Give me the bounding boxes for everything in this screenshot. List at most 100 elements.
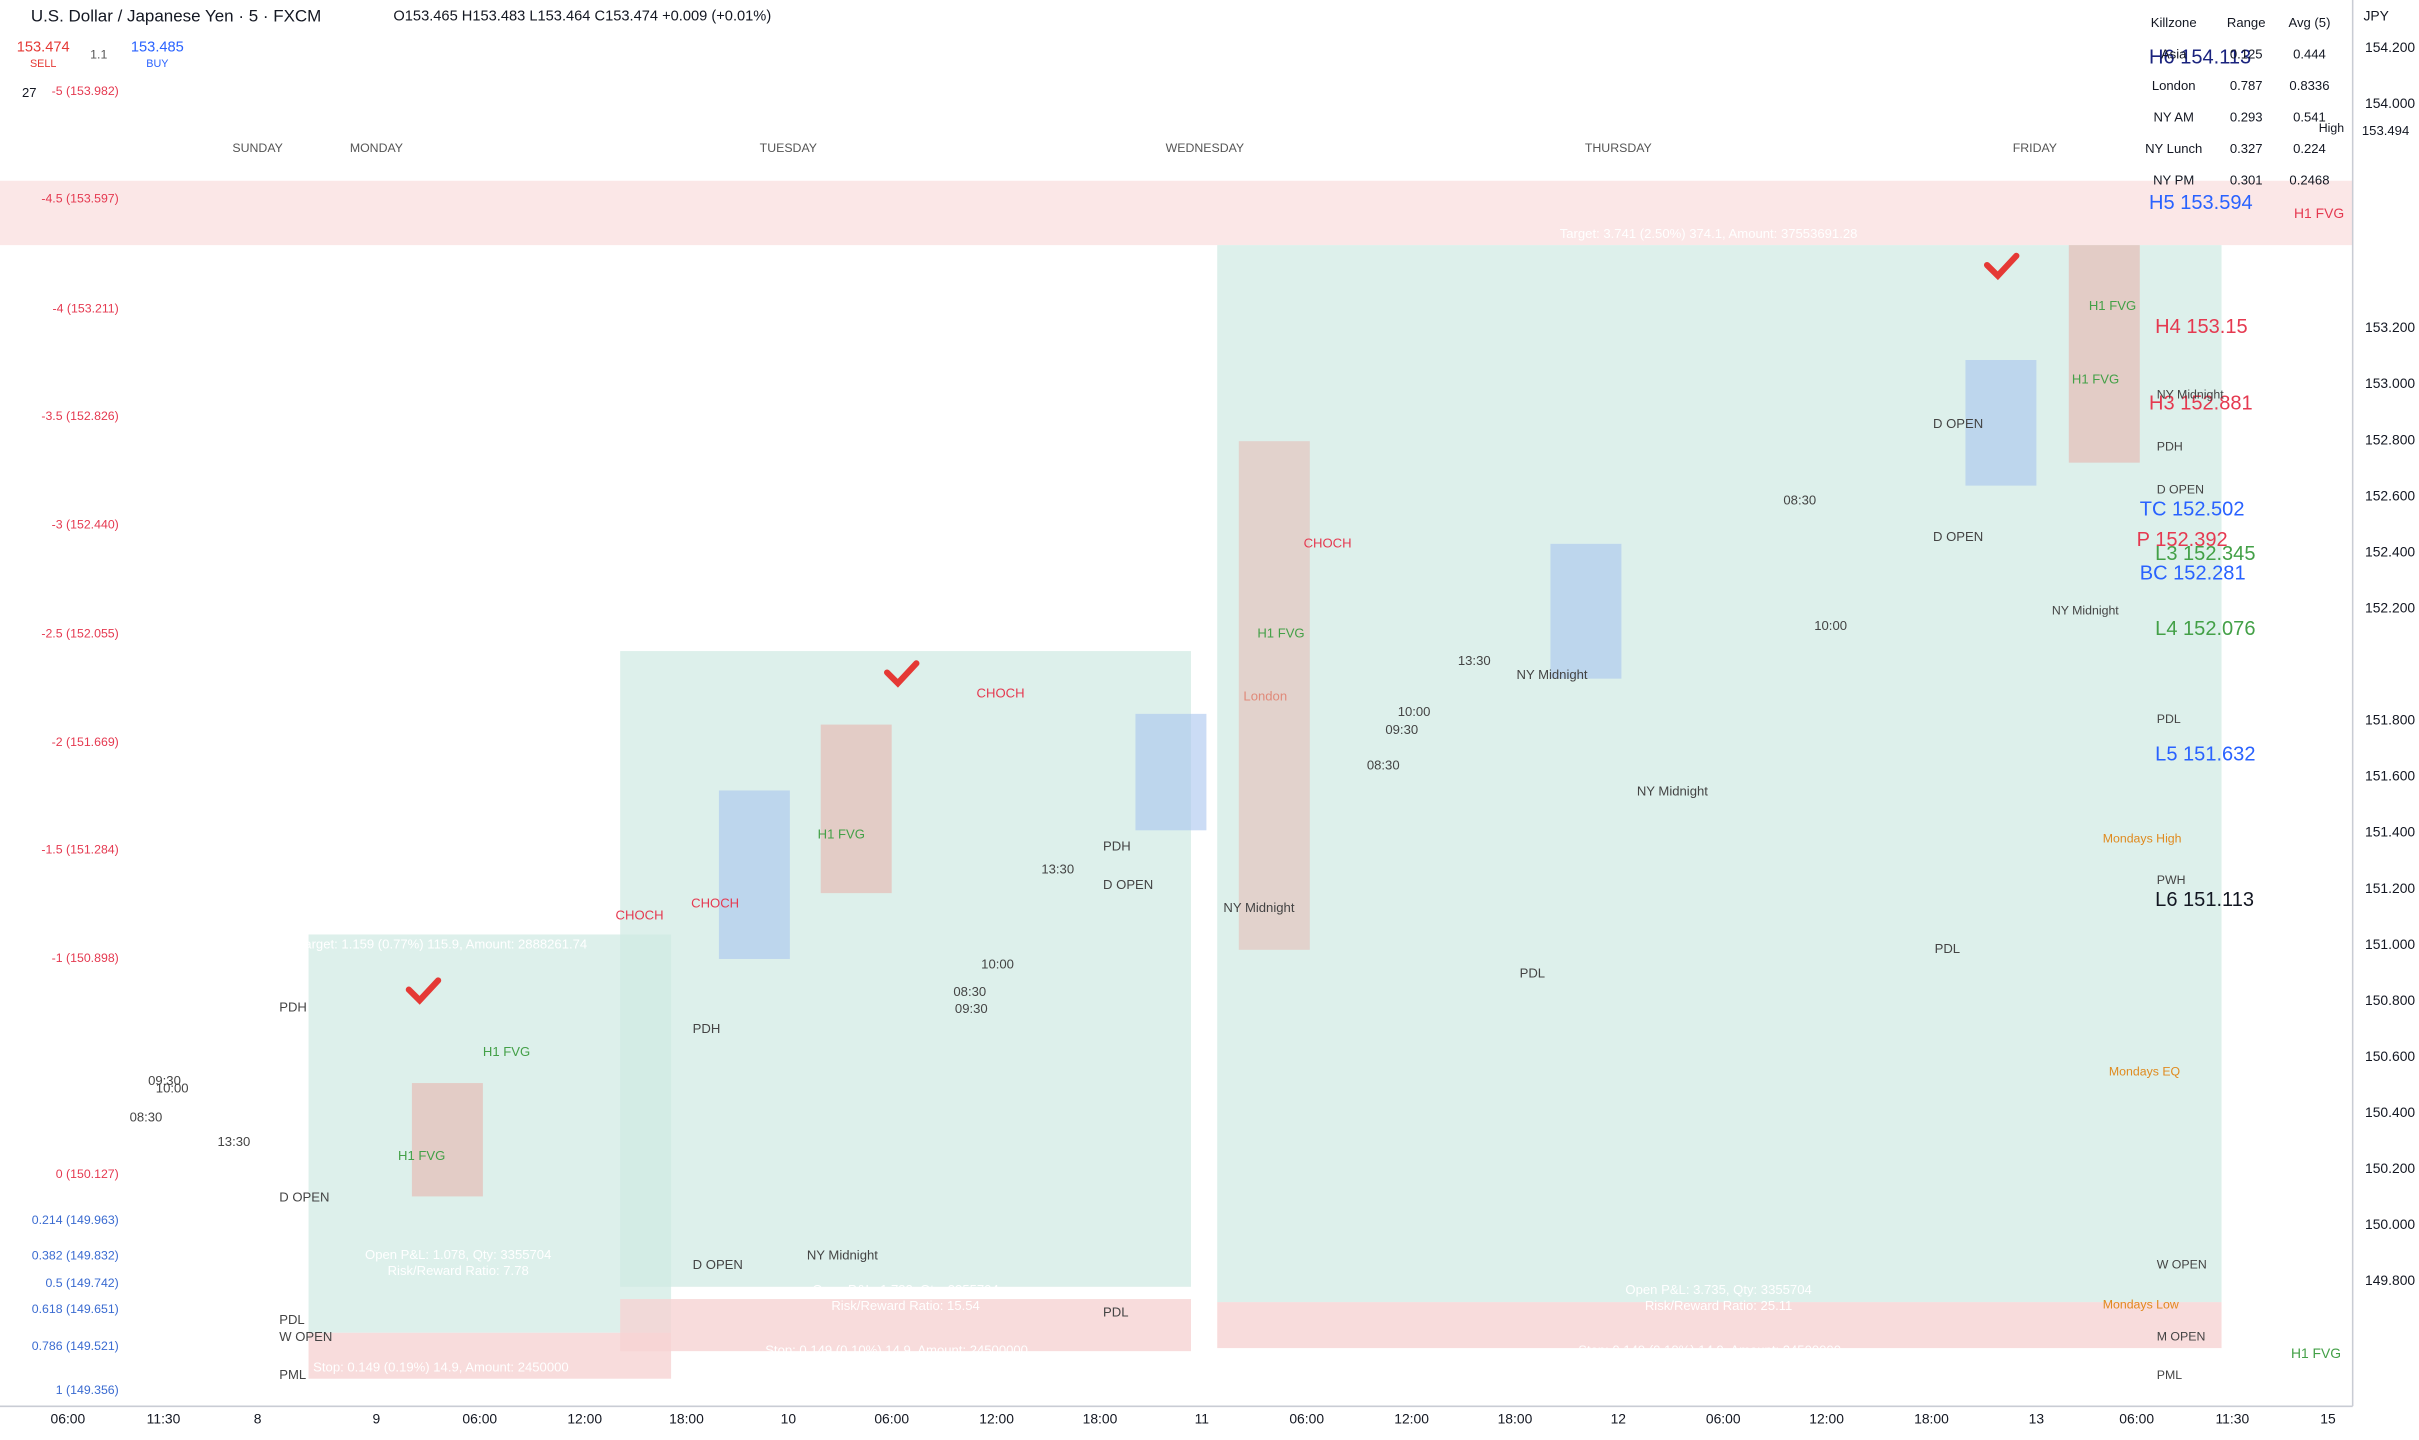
day-label: FRIDAY [2013, 141, 2057, 155]
price-tick-label: 149.800 [2365, 1272, 2415, 1288]
price-tag: 149.590 [2362, 1350, 2409, 1365]
axes: 154.200 154.000 153.200 153.000 152.800 152.6… [51, 39, 2416, 1427]
chart-annotation: NY Midnight [1517, 667, 1588, 682]
check-mark [883, 660, 920, 688]
target-zone [308, 934, 672, 1333]
chart-annotation: PDL [1520, 966, 1545, 981]
time-tick-label: 06:00 [2119, 1411, 2154, 1427]
price-tag: 149.590 [2362, 1370, 2409, 1385]
buy-text: BUY [146, 58, 168, 70]
table-cell: 0.125 [2230, 46, 2263, 61]
fib-label: -2 (151.669) [52, 735, 119, 749]
price-tag: 149.590 [2362, 1389, 2409, 1404]
fib-label: -1 (150.898) [52, 951, 119, 965]
price-tag: 153.482 [2362, 142, 2409, 157]
fib-label: -4 (153.211) [53, 302, 119, 316]
level-label: TC 152.502 [2140, 498, 2245, 520]
chart-annotation: H1 FVG [1257, 626, 1304, 641]
level-label: PDH [2157, 440, 2183, 454]
time-tick-label: 06:00 [874, 1411, 909, 1427]
chart-annotation: 10:00 [156, 1081, 189, 1096]
chart-annotation: PDL [279, 1312, 304, 1327]
asia-box [718, 790, 790, 959]
price-tag: 153.474 [2362, 240, 2409, 255]
asia-box [1965, 360, 2037, 486]
tag-note: High [2319, 121, 2345, 135]
ui-overlay: Target: 1.159 (0.77%) 115.9, Amount: 288… [17, 6, 2389, 1374]
level-label: W OPEN [2157, 1258, 2207, 1272]
chart-annotation: PDH [693, 1021, 721, 1036]
chart-annotation: 10:00 [1398, 704, 1431, 719]
chart-annotation: PDL [1103, 1304, 1128, 1319]
price-tick-label: 150.200 [2365, 1160, 2415, 1176]
table-cell: 0.293 [2230, 110, 2263, 125]
day-label: TUESDAY [760, 141, 817, 155]
fib-label: 0.214 (149.963) [32, 1213, 119, 1227]
london-box [1238, 441, 1310, 950]
price-tag: 149.739 [2362, 1291, 2409, 1306]
asia-box [1550, 543, 1622, 679]
time-tick-label: 12:00 [979, 1411, 1014, 1427]
level-label: NY Midnight [2052, 604, 2119, 618]
price-tick-label: 152.200 [2365, 600, 2415, 616]
level-label: PML [2157, 1368, 2183, 1382]
chart-annotation: London [1243, 689, 1287, 704]
table-cell: 0.541 [2293, 110, 2326, 125]
table-header: Range [2227, 15, 2266, 30]
risk-reward-label: Risk/Reward Ratio: 7.78 [388, 1263, 529, 1278]
price-tick-label: 152.600 [2365, 487, 2415, 503]
table-cell: NY AM [2153, 110, 2194, 125]
level-label: L3 152.345 [2155, 543, 2255, 565]
level-label: H4 153.15 [2155, 316, 2247, 338]
time-tick-label: 18:00 [1083, 1411, 1118, 1427]
stop-zone [1217, 1302, 2222, 1349]
open-pnl-label: Open P&L: 3.735, Qty: 3355704 [1625, 1282, 1811, 1297]
ohlc-values: O153.465 H153.483 L153.464 C153.474 +0.0… [393, 9, 771, 25]
price-tag: 150.898 [2362, 964, 2409, 979]
stop-label: Stop: 0.149 (0.19%) 14.9, Amount: 245000… [313, 1359, 569, 1374]
target-zone [1217, 245, 2222, 1303]
table-cell: 0.8336 [2289, 78, 2329, 93]
price-tag: 149.739 [2362, 1310, 2409, 1325]
level-label: PWH [2157, 873, 2186, 887]
london-box [2068, 245, 2140, 463]
day-label: THURSDAY [1585, 141, 1652, 155]
level-label: Mondays EQ [2109, 1065, 2180, 1079]
chart-annotation: D OPEN [1933, 529, 1983, 544]
level-label: H5 153.594 [2149, 192, 2253, 214]
check-marks [405, 252, 2020, 1005]
time-tick-label: 18:00 [1914, 1411, 1949, 1427]
open-pnl-label: Open P&L: 1.732, Qty: 3355704 [812, 1282, 998, 1297]
time-tick-label: 15 [2320, 1411, 2336, 1427]
risk-reward-label: Risk/Reward Ratio: 25.11 [1645, 1298, 1792, 1313]
chart-annotation: 08:30 [953, 984, 986, 999]
chart-annotation: CHOCH [1304, 535, 1352, 550]
chart-annotation: W OPEN [279, 1329, 332, 1344]
price-tick-label: 152.400 [2365, 543, 2415, 559]
chart-annotation: 08:30 [130, 1110, 163, 1125]
chart-annotation: 13:30 [1458, 653, 1491, 668]
time-tick-label: 18:00 [669, 1411, 704, 1427]
chart-annotation: PDH [1103, 839, 1131, 854]
time-tick-label: 12:00 [1394, 1411, 1429, 1427]
target-label: Target: 2.316 (1.55%) 231.6, Amount: 277… [745, 627, 1035, 642]
time-tick-label: 06:00 [51, 1411, 86, 1427]
check-mark [1983, 252, 2020, 281]
fib-label: -4.5 (153.597) [41, 191, 118, 205]
chart-annotation: D OPEN [279, 1189, 329, 1204]
chart-annotation: H1 FVG [2072, 371, 2119, 386]
zones [0, 180, 2353, 1379]
fib-label: -1.5 (151.284) [41, 842, 118, 856]
fib-label: -5 (153.982) [52, 84, 119, 98]
table-cell: 0.327 [2230, 141, 2263, 156]
symbol-title: U.S. Dollar / Japanese Yen · 5 · FXCM [31, 6, 321, 25]
price-tick-label: 154.000 [2365, 95, 2415, 111]
level-label: M OPEN [2157, 1330, 2206, 1344]
table-cell: London [2152, 78, 2196, 93]
price-tick-label: 150.800 [2365, 992, 2415, 1008]
price-tick-label: 151.000 [2365, 936, 2415, 952]
time-tick-label: 13 [2029, 1411, 2045, 1427]
chart-annotation: D OPEN [1103, 877, 1153, 892]
price-tag: 153.480 [2362, 201, 2409, 216]
